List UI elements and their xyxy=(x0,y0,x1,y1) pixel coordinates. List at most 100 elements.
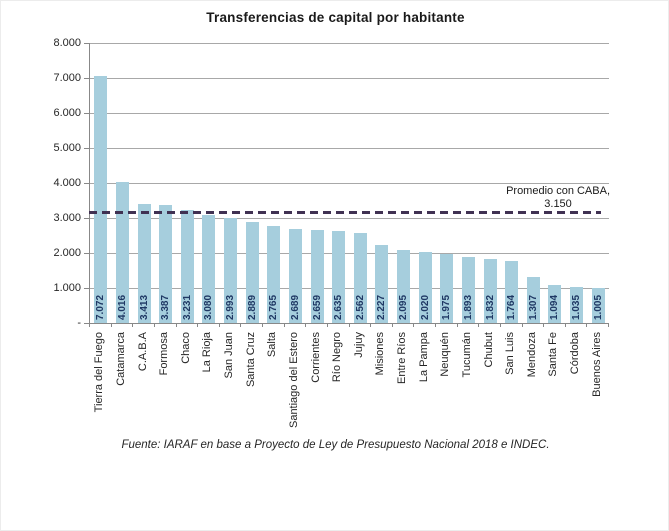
x-axis-tick xyxy=(262,323,263,327)
bar xyxy=(375,245,389,323)
bar xyxy=(483,258,497,323)
y-axis-tick xyxy=(84,288,89,289)
x-axis-tick xyxy=(326,323,328,327)
x-axis-label: Tucumán xyxy=(460,332,473,378)
x-axis-tick xyxy=(132,323,134,327)
y-axis-tick-label: 7.000 xyxy=(53,72,81,84)
bar xyxy=(224,218,238,323)
bar xyxy=(137,203,151,323)
x-axis-label: Chubut xyxy=(482,332,495,368)
x-axis-label: San Luis xyxy=(504,332,517,375)
y-axis-tick-label: 4.000 xyxy=(53,177,81,189)
y-axis-tick-label: 5.000 xyxy=(53,142,81,154)
x-axis-tick xyxy=(305,323,307,327)
x-axis-label: Entre Ríos xyxy=(396,332,409,384)
bar-value-label: 3.387 xyxy=(160,294,172,320)
x-axis-label: Santa Cruz xyxy=(244,332,257,388)
y-axis-tick xyxy=(84,323,89,324)
x-axis-tick xyxy=(218,323,220,327)
bar xyxy=(440,253,454,323)
y-axis-tick-label: 2.000 xyxy=(53,247,81,259)
x-axis-tick xyxy=(153,323,155,327)
y-axis-tick-label: 3.000 xyxy=(53,212,81,224)
bar-value-label: 2.993 xyxy=(225,294,237,320)
x-axis-label: Tierra del Fuego xyxy=(93,332,106,413)
gridline xyxy=(90,218,609,219)
x-axis-tick xyxy=(370,323,372,327)
bar xyxy=(397,249,411,323)
x-axis-tick xyxy=(240,323,242,327)
x-axis-tick xyxy=(586,323,588,327)
y-axis-tick xyxy=(84,183,89,184)
reference-line-annotation: Promedio con CABA, 3.150 xyxy=(506,185,610,211)
x-axis-tick xyxy=(478,323,480,327)
x-axis-tick xyxy=(499,323,501,327)
bar xyxy=(267,226,281,323)
bar xyxy=(310,229,324,323)
bar-value-label: 2.020 xyxy=(419,294,431,320)
bar-value-label: 2.889 xyxy=(246,294,258,320)
y-axis-tick xyxy=(84,253,89,254)
bar-value-label: 2.095 xyxy=(398,294,410,320)
gridline xyxy=(90,113,609,114)
bar-value-label: 7.072 xyxy=(95,294,107,320)
x-axis-tick xyxy=(197,323,199,327)
x-axis-tick xyxy=(283,323,285,327)
bar-value-label: 1.005 xyxy=(592,294,604,320)
x-axis-label: La Pampa xyxy=(417,332,430,383)
annotation-line-2: 3.150 xyxy=(544,198,572,210)
x-axis-tick xyxy=(348,323,350,327)
gridline xyxy=(90,148,609,149)
x-axis-label: Chaco xyxy=(179,332,192,364)
bar xyxy=(591,287,605,323)
bar xyxy=(461,256,475,323)
bar-value-label: 1.975 xyxy=(441,294,453,320)
y-axis-tick-label: 8.000 xyxy=(53,37,81,49)
x-axis-tick xyxy=(175,323,177,327)
bar-value-label: 1.035 xyxy=(571,294,583,320)
gridline xyxy=(90,288,609,289)
bar-value-label: 3.080 xyxy=(203,294,215,320)
bar xyxy=(245,221,259,323)
bar-value-label: 3.231 xyxy=(181,294,193,320)
bar xyxy=(418,252,432,323)
bar xyxy=(115,182,129,323)
x-axis-tick xyxy=(413,323,415,327)
x-axis-tick xyxy=(543,323,545,327)
gridline xyxy=(90,183,609,184)
bar-value-label: 2.227 xyxy=(376,294,388,320)
bar-value-label: 1.094 xyxy=(549,294,561,320)
bar xyxy=(180,209,194,323)
y-axis-tick-label: 6.000 xyxy=(53,107,81,119)
x-axis-tick xyxy=(456,323,458,327)
bar xyxy=(288,228,302,323)
x-axis-label: Mendoza xyxy=(525,332,538,378)
bar xyxy=(548,284,562,323)
bar-value-label: 1.764 xyxy=(506,294,518,320)
bar xyxy=(505,261,519,323)
x-axis-tick xyxy=(608,323,609,327)
x-axis-label: Jujuy xyxy=(352,332,365,358)
y-axis-tick-label: 1.000 xyxy=(53,282,81,294)
x-axis-label: Santiago del Estero xyxy=(287,332,300,429)
bar-value-label: 3.413 xyxy=(138,294,150,320)
bar xyxy=(159,204,173,323)
bar-value-label: 2.689 xyxy=(289,294,301,320)
plot-area: 7.072 4.016 3.413 3.387 3.231 3.080 2.993 2.889… xyxy=(89,43,609,324)
bar-value-label: 1.893 xyxy=(462,294,474,320)
x-axis-tick xyxy=(521,323,523,327)
gridline xyxy=(90,78,609,79)
bar-value-label: 1.307 xyxy=(527,294,539,320)
x-axis-label: Corrientes xyxy=(309,332,322,383)
gridline xyxy=(90,43,609,44)
x-axis-tick xyxy=(110,323,112,327)
x-axis-label: Río Negro xyxy=(331,332,344,383)
x-axis-tick xyxy=(435,323,436,327)
source-note: Fuente: IARAF en base a Proyecto de Ley … xyxy=(121,439,550,451)
x-axis-label: Misiones xyxy=(374,332,387,376)
x-axis-label: Córdoba xyxy=(569,332,582,375)
chart-title: Transferencias de capital por habitante xyxy=(206,10,465,25)
bar-value-label: 4.016 xyxy=(116,294,128,320)
x-axis-label: La Rioja xyxy=(201,332,214,373)
gridline xyxy=(90,253,609,254)
